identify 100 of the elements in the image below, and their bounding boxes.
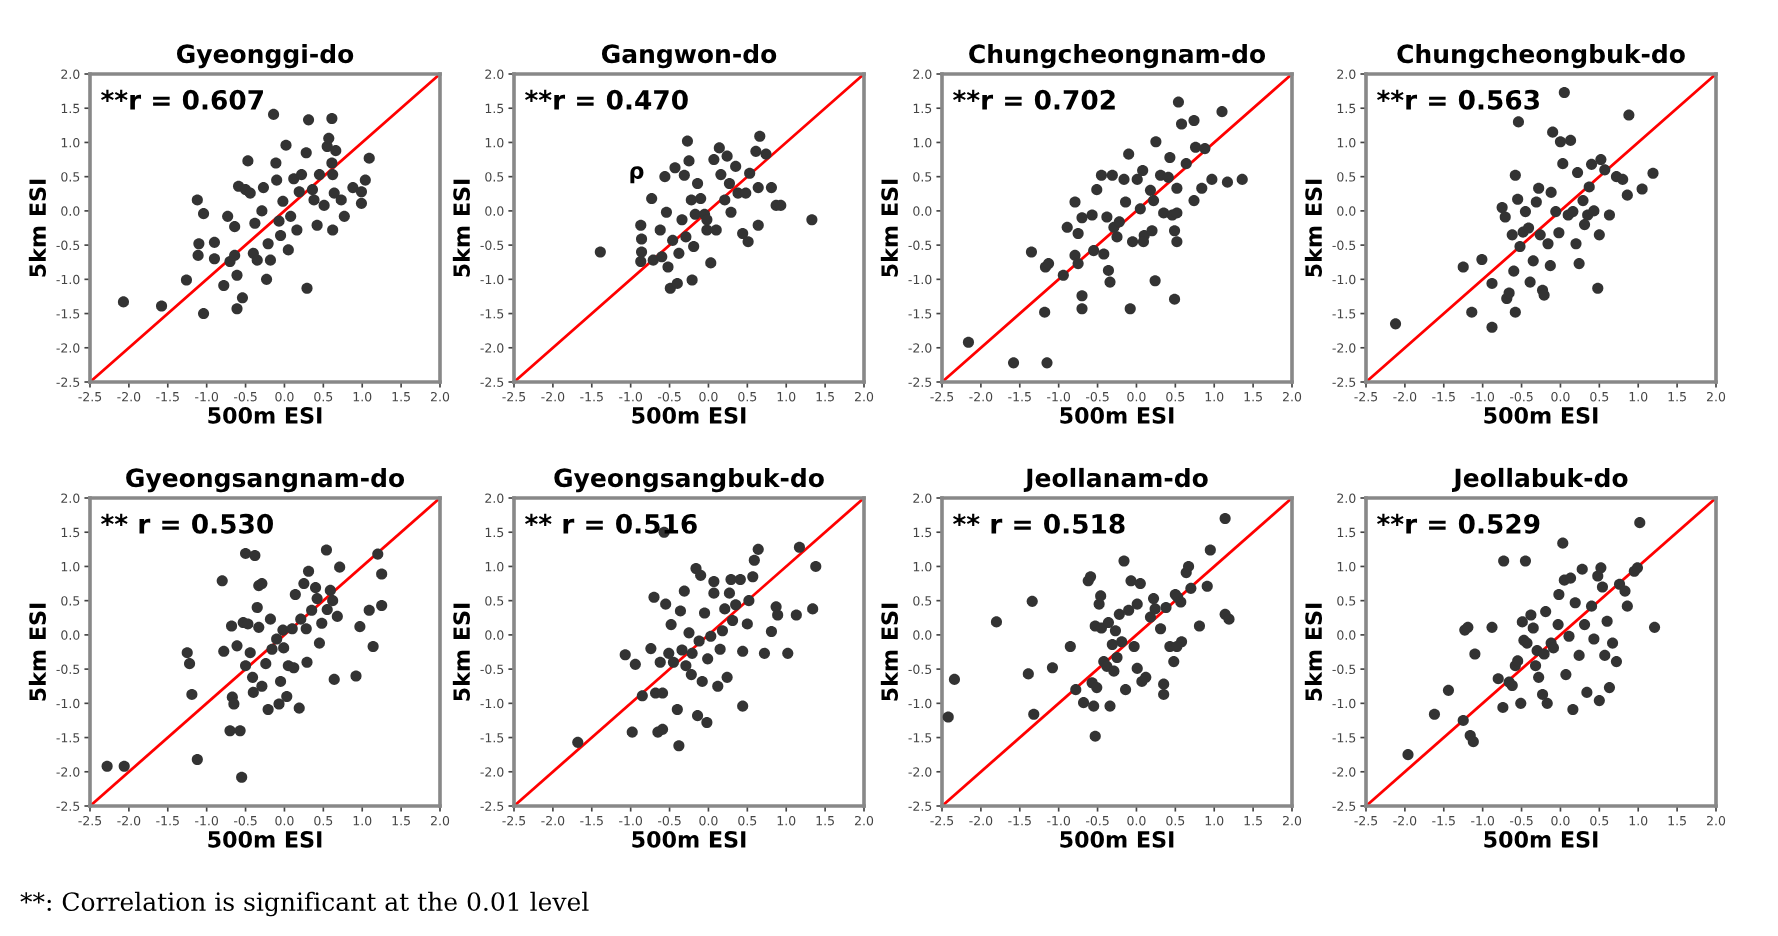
point — [1572, 167, 1584, 179]
annotation: **r = 0.702 — [953, 89, 1115, 110]
point — [1545, 186, 1557, 198]
point — [1496, 201, 1508, 214]
point — [713, 142, 725, 154]
point — [1567, 206, 1579, 218]
point — [710, 224, 722, 236]
point — [1486, 321, 1498, 333]
point — [635, 219, 647, 231]
point — [737, 227, 749, 240]
point — [1547, 126, 1559, 138]
point — [1558, 86, 1570, 99]
point — [1583, 181, 1595, 193]
chart-title: Gyeonggi-do — [176, 43, 354, 69]
point — [1524, 276, 1536, 288]
chart-title: Gyeongsangnam-do — [126, 467, 405, 493]
point — [681, 135, 693, 147]
point — [1457, 261, 1469, 273]
point — [1553, 227, 1565, 239]
x-axis-title: 500m ESI — [1060, 830, 1174, 848]
y-axis-title: 5km ESI — [1304, 603, 1323, 701]
point — [1550, 206, 1562, 218]
chart-title: Jeollabuk-do — [1451, 467, 1628, 492]
point — [760, 148, 772, 160]
point — [654, 224, 666, 236]
chart-title: Gangwon-do — [601, 43, 777, 69]
point — [708, 154, 720, 166]
point — [662, 261, 674, 273]
point — [715, 169, 727, 181]
point — [1503, 287, 1515, 299]
point — [1595, 154, 1607, 166]
point — [689, 208, 701, 220]
annotation: **r = 0.470 — [525, 89, 688, 110]
point — [701, 214, 713, 226]
x-axis-title: 500m ESI — [208, 830, 322, 848]
point — [765, 182, 777, 194]
point — [721, 150, 733, 162]
chart-title: Chungcheongnam-do — [969, 43, 1266, 69]
point — [1588, 205, 1600, 217]
chart-title: Jeollanam-do — [1023, 467, 1208, 492]
y-axis-title: 5km ESI — [1304, 179, 1323, 277]
point — [646, 193, 658, 205]
point — [667, 234, 679, 246]
point — [1512, 193, 1524, 205]
point — [635, 255, 647, 268]
point — [1509, 169, 1521, 181]
y-axis-title: 5km ESI — [880, 603, 899, 701]
point — [744, 167, 756, 179]
point — [723, 177, 735, 190]
point — [1554, 136, 1566, 148]
point — [673, 247, 685, 259]
point — [1544, 260, 1556, 272]
point — [1512, 116, 1524, 128]
point — [1636, 183, 1648, 195]
point — [1593, 229, 1605, 241]
chart-title: Gyeongsangbuk-do — [554, 467, 824, 493]
y-axis-title: 5km ESI — [880, 179, 899, 277]
point — [1486, 277, 1498, 289]
point — [636, 246, 648, 258]
text: **: Correlation is significant at the 0.01 level — [20, 891, 589, 917]
point — [1519, 206, 1531, 218]
point — [685, 194, 697, 206]
point — [1509, 306, 1521, 318]
point — [647, 254, 659, 266]
point — [1499, 211, 1511, 223]
point — [659, 171, 671, 183]
point — [656, 251, 668, 263]
point — [671, 277, 683, 289]
point — [1476, 253, 1488, 266]
point — [1542, 238, 1554, 250]
y-axis-title: 5km ESI — [28, 603, 47, 701]
point — [692, 177, 704, 190]
point — [1557, 158, 1569, 170]
point — [752, 182, 764, 194]
point — [752, 219, 764, 231]
point — [1390, 318, 1402, 330]
point — [1506, 229, 1518, 241]
point — [1508, 265, 1520, 277]
point — [683, 155, 695, 167]
point — [1570, 238, 1582, 250]
point — [688, 240, 700, 253]
point — [680, 231, 692, 243]
point — [1523, 222, 1535, 234]
point — [1623, 109, 1635, 121]
y-axis-title: 5km ESI — [28, 179, 47, 277]
point — [1534, 229, 1546, 241]
x-axis-title: 500m ESI — [1060, 406, 1174, 424]
point — [1586, 158, 1598, 170]
point — [1592, 282, 1604, 294]
annotation: ρ — [630, 166, 644, 184]
point — [636, 233, 648, 245]
point — [1579, 219, 1591, 231]
annotation: **r = 0.563 — [1377, 89, 1539, 110]
point — [1530, 196, 1542, 208]
point — [719, 194, 731, 206]
x-axis-title: 500m ESI — [1484, 830, 1598, 848]
point — [1621, 189, 1633, 201]
point — [1599, 164, 1611, 176]
point — [742, 236, 754, 248]
point — [1527, 255, 1539, 267]
